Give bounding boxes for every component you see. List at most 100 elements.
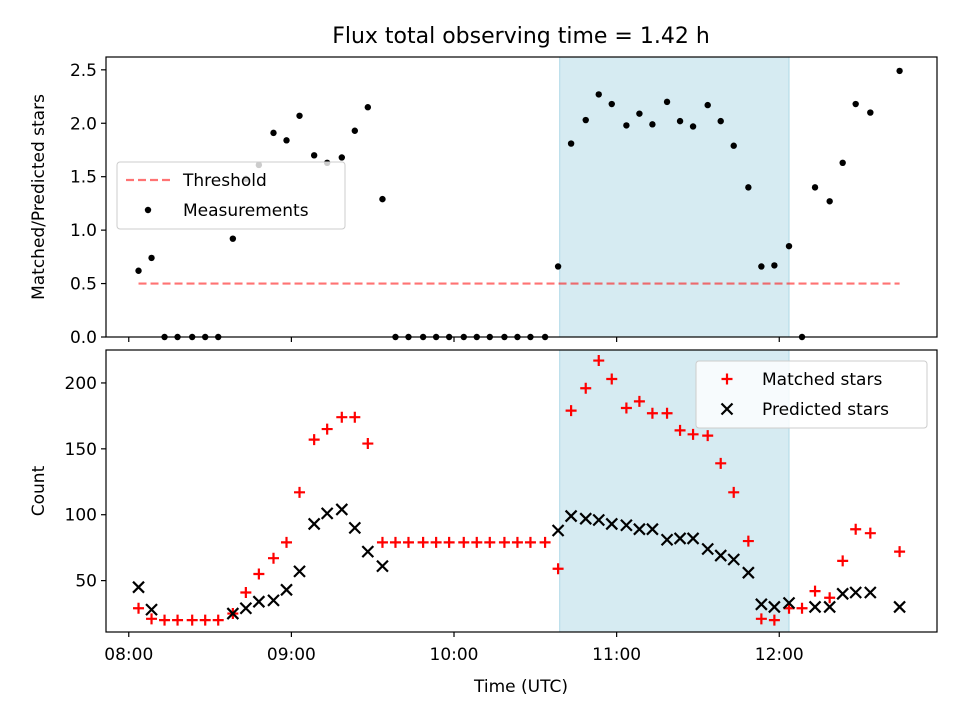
y-tick-label: 0.0 [70,328,97,348]
data-point [742,535,754,547]
y-tick-label: 100 [65,506,97,526]
x-tick-label: 11:00 [592,645,641,665]
data-point [443,536,455,548]
data-point [564,509,578,523]
data-point [321,423,333,435]
data-point [293,565,306,578]
data-point [376,536,388,548]
data-point [605,517,619,531]
data-point [471,536,483,548]
data-point [268,552,280,564]
data-point [592,513,606,527]
data-point [226,607,240,620]
data-point [361,545,375,558]
data-point [379,195,386,203]
data-point [552,563,564,575]
data-point [159,614,171,626]
legend-measurements-label: Measurements [183,201,309,221]
data-point [663,98,671,106]
data-point [768,600,781,614]
data-point [864,527,876,539]
legend-box [116,161,346,230]
data-point [567,140,575,147]
data-point [849,586,862,599]
y-tick-label: 50 [75,572,97,592]
data-point [186,614,198,626]
data-point [145,603,158,616]
data-point [686,532,700,545]
data-point [701,542,714,556]
data-point [687,428,699,440]
data-point [253,568,265,580]
y-tick-label: 0.5 [70,275,97,295]
legend: Matched stars Predicted stars [695,360,928,429]
data-point [620,402,632,414]
data-point [348,521,362,535]
data-point [783,602,795,614]
legend-measurements-swatch [144,206,152,214]
data-point [308,434,320,446]
data-point [620,518,633,532]
y-tick-label: 200 [65,374,97,394]
data-point [498,536,510,548]
data-point [771,262,778,269]
data-point [676,117,684,125]
x-axis-label: Time (UTC) [473,677,568,697]
data-point [252,595,266,608]
data-point [689,123,697,130]
data-point [673,532,687,545]
data-point [742,566,755,579]
series-predicted-stars [132,503,906,620]
data-point [229,235,237,242]
data-point [239,602,253,615]
data-point [349,411,361,423]
y-tick-label: 150 [65,440,97,460]
legend-predicted-swatch [720,402,734,416]
data-point [484,536,496,548]
y-axis-label: Count [29,465,49,516]
data-point [580,382,592,394]
y-tick-label: 2.0 [70,114,97,134]
data-point [364,104,372,111]
data-point [850,523,862,535]
data-point [660,533,674,547]
legend-threshold-label: Threshold [182,171,267,191]
data-point [704,101,711,109]
data-point [389,536,401,548]
data-point [796,602,808,614]
data-point [336,411,348,423]
y-tick-label: 2.5 [70,61,97,81]
data-point [894,546,906,558]
data-point [320,507,334,520]
legend-predicted-label: Predicted stars [762,400,889,420]
data-point [582,116,589,124]
data-point [893,600,906,614]
data-point [281,536,293,548]
data-point [714,549,727,562]
y-tick-label: 1.0 [70,221,97,241]
data-point [430,536,442,548]
data-point [727,553,740,566]
data-point [132,580,145,594]
data-point [376,559,389,573]
data-point [768,614,780,626]
data-point [402,536,414,548]
x-tick-label: 09:00 [267,645,316,665]
data-point [554,263,562,270]
series-matched-stars [133,355,906,626]
data-point [296,112,303,119]
data-point [199,614,211,626]
data-point [717,117,724,125]
data-point [539,536,551,548]
legend-matched-label: Matched stars [762,370,882,390]
data-point [715,457,727,469]
data-point [417,536,429,548]
data-point [294,486,306,498]
data-point [636,110,643,117]
data-point [867,109,874,116]
data-point [270,129,277,137]
data-point [809,585,821,597]
data-point [551,524,565,537]
y-tick-label: 1.5 [70,168,97,188]
